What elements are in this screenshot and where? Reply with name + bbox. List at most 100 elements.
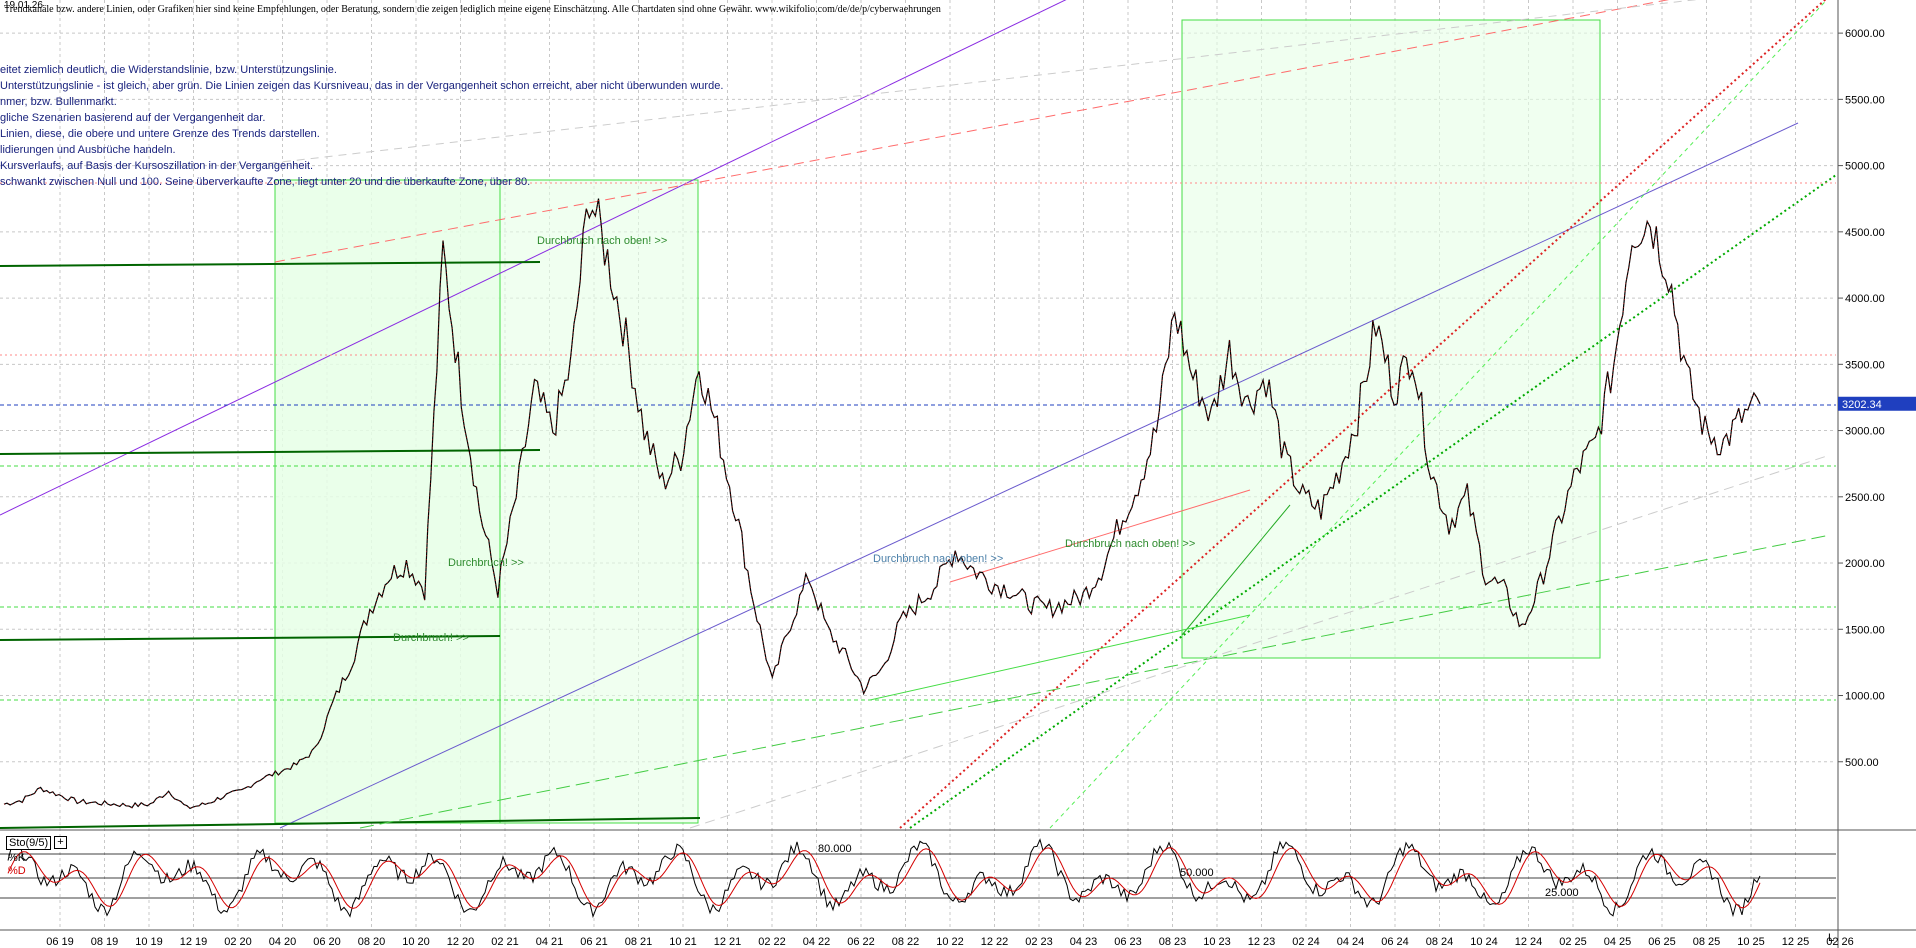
x-tick-label: 06 23 xyxy=(1114,936,1142,948)
timestamp: 19.01.26 xyxy=(4,0,43,11)
x-tick-label: 10 21 xyxy=(669,936,697,948)
x-tick-label: 02 25 xyxy=(1559,936,1587,948)
x-tick-label: 08 25 xyxy=(1693,936,1721,948)
trend-line xyxy=(1181,504,1291,636)
x-tick-label: 10 23 xyxy=(1203,936,1231,948)
x-tick-label: 02 26 xyxy=(1826,936,1854,948)
x-tick-label: 04 22 xyxy=(803,936,831,948)
x-tick-label: 10 24 xyxy=(1470,936,1498,948)
x-tick-label: 04 20 xyxy=(269,936,297,948)
breakout-annotation: Durchbruch nach oben! >> xyxy=(537,235,667,247)
x-tick-label: 10 20 xyxy=(402,936,430,948)
y-tick-label: 2000.00 xyxy=(1845,558,1885,570)
x-tick-label: 04 24 xyxy=(1337,936,1365,948)
stoch-level-label: 25.000 xyxy=(1545,887,1579,899)
x-tick-label: 02 21 xyxy=(491,936,519,948)
note-line: eitet ziemlich deutlich, die Widerstands… xyxy=(0,64,337,76)
current-price-label: 3202.34 xyxy=(1842,399,1882,411)
x-tick-label: 06 22 xyxy=(847,936,875,948)
breakout-annotation: Durchbruch! >> xyxy=(393,632,469,644)
note-line: schwankt zwischen Null und 100. Seine üb… xyxy=(0,176,531,188)
x-tick-label: 12 21 xyxy=(714,936,742,948)
stoch-d-line xyxy=(7,847,1761,909)
stoch-level-label: 80.000 xyxy=(818,843,852,855)
breakout-annotation: Durchbruch nach oben! >> xyxy=(1065,538,1195,550)
x-tick-label: 12 22 xyxy=(981,936,1009,948)
x-tick-label: 02 22 xyxy=(758,936,786,948)
x-tick-label: 08 22 xyxy=(892,936,920,948)
range-box xyxy=(1181,19,1601,659)
x-tick-label: 12 24 xyxy=(1515,936,1543,948)
trend-line xyxy=(869,614,1251,701)
y-tick-label: 5000.00 xyxy=(1845,161,1885,173)
price-line xyxy=(3,198,1761,810)
price-series xyxy=(3,198,1761,810)
x-tick-label: 12 20 xyxy=(447,936,475,948)
disclaimer-text: Trendkanäle bzw. andere Linien, oder Gra… xyxy=(4,4,941,15)
trend-line xyxy=(0,449,541,455)
x-tick-label: 10 25 xyxy=(1737,936,1765,948)
x-tick-label: 06 24 xyxy=(1381,936,1409,948)
note-line: Linien, diese, die obere und untere Gren… xyxy=(0,128,320,140)
corner-label: L xyxy=(1828,932,1835,944)
trend-line xyxy=(689,454,1831,829)
y-tick-label: 4500.00 xyxy=(1845,227,1885,239)
axis-background xyxy=(1838,0,1916,948)
x-tick-label: 04 25 xyxy=(1604,936,1632,948)
breakout-annotation: Durchbruch nach oben! >> xyxy=(873,553,1003,565)
trend-line xyxy=(274,0,1670,263)
x-tick-label: 04 23 xyxy=(1070,936,1098,948)
x-tick-label: 10 19 xyxy=(135,936,163,948)
note-line: nmer, bzw. Bullenmarkt. xyxy=(0,96,117,108)
trend-line xyxy=(359,534,1831,829)
trend-line xyxy=(0,817,701,829)
x-tick-label: 08 23 xyxy=(1159,936,1187,948)
trend-line xyxy=(0,0,1067,516)
note-line: Kursverlaufs, auf Basis der Kursoszillat… xyxy=(0,160,314,172)
y-tick-label: 6000.00 xyxy=(1845,28,1885,40)
x-tick-label: 06 25 xyxy=(1648,936,1676,948)
x-tick-label: 06 20 xyxy=(313,936,341,948)
trend-line xyxy=(949,489,1251,583)
x-tick-label: 04 21 xyxy=(536,936,564,948)
chart-overlays xyxy=(0,0,1837,829)
note-line: Unterstützungslinie - ist gleich, aber g… xyxy=(0,80,724,92)
x-tick-label: 08 20 xyxy=(358,936,386,948)
chart-annotations: Durchbruch nach oben! >> Durchbruch! >> Du… xyxy=(393,235,1195,644)
y-tick-label: 1000.00 xyxy=(1845,691,1885,703)
x-tick-label: 12 23 xyxy=(1248,936,1276,948)
stoch-level-label: 50.000 xyxy=(1180,867,1214,879)
x-tick-label: 08 19 xyxy=(91,936,119,948)
x-tick-label: 06 21 xyxy=(580,936,608,948)
note-line: lidierungen und Ausbrüche handeln. xyxy=(0,144,176,156)
notes-block: eitet ziemlich deutlich, die Widerstands… xyxy=(0,62,723,190)
x-tick-label: 06 19 xyxy=(46,936,74,948)
stochastic-panel: 80.00050.00025.00075.0050.0025.0072.4465… xyxy=(0,838,1916,919)
x-tick-label: 02 20 xyxy=(224,936,252,948)
x-tick-label: 08 21 xyxy=(625,936,653,948)
trend-line xyxy=(0,261,541,267)
x-tick-label: 08 24 xyxy=(1426,936,1454,948)
y-tick-label: 4000.00 xyxy=(1845,293,1885,305)
trend-line xyxy=(279,122,1799,829)
trend-line xyxy=(899,0,1827,829)
k-label: %K xyxy=(8,852,26,864)
time-axis: 06 19 08 19 10 19 12 19 02 20 04 20 06 20 08 20… xyxy=(46,936,1854,948)
breakout-annotation: Durchbruch! >> xyxy=(448,557,524,569)
x-tick-label: 12 25 xyxy=(1782,936,1810,948)
x-tick-label: 10 22 xyxy=(936,936,964,948)
add-indicator-icon[interactable]: + xyxy=(54,836,67,849)
trend-line xyxy=(909,174,1837,829)
stoch-k-line xyxy=(7,838,1761,919)
y-tick-label: 3000.00 xyxy=(1845,426,1885,438)
indicator-name[interactable]: Sto(9/5) xyxy=(6,836,52,850)
y-tick-label: 500.00 xyxy=(1845,757,1879,769)
y-tick-label: 5500.00 xyxy=(1845,94,1885,106)
d-label: %D xyxy=(8,865,26,877)
note-line: gliche Szenarien basierend auf der Verga… xyxy=(0,112,266,124)
trend-line xyxy=(0,635,501,641)
trend-line xyxy=(254,0,1698,166)
x-tick-label: 02 24 xyxy=(1292,936,1320,948)
range-box xyxy=(274,179,501,824)
